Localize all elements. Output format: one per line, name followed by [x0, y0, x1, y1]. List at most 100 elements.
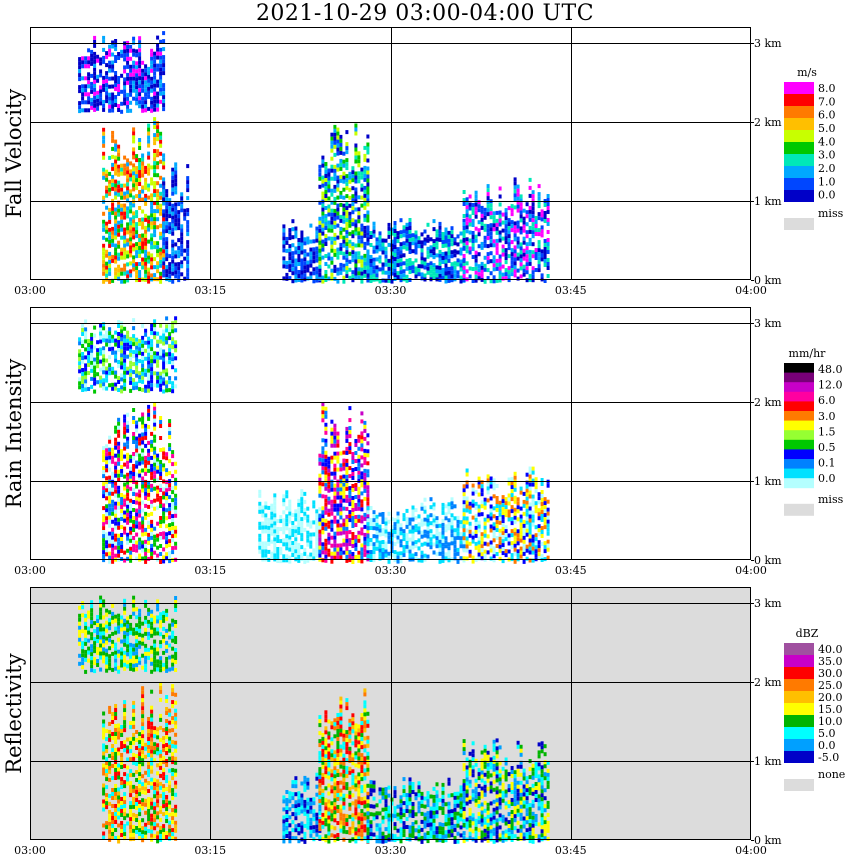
echo-cell	[108, 610, 112, 615]
echo-cell	[285, 518, 289, 523]
echo-cell	[495, 484, 499, 488]
echo-cell	[165, 380, 169, 385]
echo-cell	[534, 248, 538, 252]
echo-cell	[324, 498, 328, 503]
echo-cell	[81, 100, 85, 105]
echo-cell	[291, 235, 295, 240]
echo-cell	[138, 92, 142, 97]
echo-cell	[138, 162, 142, 166]
echo-cell	[132, 382, 136, 387]
echo-cell	[357, 462, 361, 467]
echo-cell	[105, 456, 109, 461]
echo-cell	[441, 502, 445, 507]
echo-cell	[285, 490, 289, 495]
echo-cell	[144, 193, 148, 198]
echo-cell	[360, 499, 364, 504]
echo-cell	[480, 225, 484, 230]
echo-cell	[474, 505, 478, 510]
echo-cell	[123, 442, 127, 447]
echo-cell	[159, 460, 163, 464]
echo-cell	[489, 524, 493, 529]
echo-cell	[261, 549, 265, 554]
echo-cell	[507, 246, 511, 251]
echo-cell	[132, 131, 136, 136]
echo-cell	[351, 166, 355, 171]
echo-cell	[339, 451, 343, 456]
echo-cell	[132, 386, 136, 391]
echo-cell	[525, 480, 529, 485]
echo-cell	[150, 383, 154, 388]
echo-cell	[357, 255, 361, 260]
echo-cell	[540, 502, 544, 506]
echo-cell	[87, 614, 91, 619]
echo-cell	[96, 619, 100, 623]
echo-cell	[111, 202, 115, 207]
echo-cell	[459, 536, 463, 541]
echo-cell	[498, 218, 502, 223]
echo-cell	[258, 541, 262, 546]
echo-cell	[324, 206, 328, 210]
echo-cell	[111, 198, 115, 203]
echo-cell	[177, 202, 181, 207]
echo-cell	[408, 529, 412, 534]
echo-cell	[534, 533, 538, 538]
echo-cell	[156, 121, 160, 126]
echo-cell	[186, 212, 190, 217]
echo-cell	[471, 203, 475, 207]
echo-cell	[90, 660, 94, 665]
echo-cell	[141, 375, 145, 380]
echo-cell	[111, 451, 115, 456]
echo-cell	[132, 48, 136, 53]
echo-cell	[321, 402, 325, 407]
echo-cell	[282, 558, 286, 563]
echo-cell	[366, 269, 370, 274]
echo-cell	[180, 232, 184, 237]
echo-cell	[399, 218, 403, 223]
echo-cell	[339, 166, 343, 171]
echo-cell	[171, 247, 175, 252]
echo-cell	[507, 222, 511, 227]
echo-cell	[483, 533, 487, 538]
echo-cell	[135, 500, 139, 505]
plot-frame	[30, 307, 751, 560]
echo-cell	[528, 229, 532, 234]
echo-cell	[501, 527, 505, 532]
echo-cell	[174, 348, 178, 353]
echo-cell	[96, 98, 100, 103]
echo-cell	[117, 204, 121, 209]
echo-cell	[258, 533, 262, 538]
echo-cell	[351, 540, 355, 544]
echo-cell	[495, 230, 499, 235]
echo-cell	[348, 418, 352, 423]
echo-cell	[120, 337, 124, 342]
echo-cell	[171, 514, 175, 519]
echo-cell	[471, 243, 475, 247]
echo-cell	[153, 478, 157, 483]
echo-cell	[78, 377, 82, 382]
echo-cell	[168, 495, 172, 500]
echo-cell	[162, 503, 166, 508]
echo-cell	[363, 496, 367, 501]
echo-cell	[420, 256, 424, 261]
echo-cell	[99, 347, 103, 352]
echo-cell	[123, 510, 127, 515]
echo-cell	[132, 147, 136, 152]
echo-cell	[354, 535, 358, 539]
echo-cell	[162, 329, 166, 334]
echo-cell	[108, 535, 112, 540]
echo-cell	[306, 240, 310, 245]
echo-cell	[312, 255, 316, 260]
echo-cell	[120, 171, 124, 176]
echo-cell	[360, 419, 364, 424]
echo-cell	[381, 266, 385, 271]
echo-cell	[141, 173, 145, 178]
echo-cell	[120, 89, 124, 94]
echo-cell	[261, 553, 265, 558]
echo-cell	[513, 225, 517, 230]
echo-cell	[288, 543, 292, 548]
echo-cell	[486, 482, 490, 487]
echo-cell	[111, 455, 115, 460]
echo-cell	[126, 354, 130, 359]
echo-cell	[426, 522, 430, 527]
echo-cell	[300, 258, 304, 263]
